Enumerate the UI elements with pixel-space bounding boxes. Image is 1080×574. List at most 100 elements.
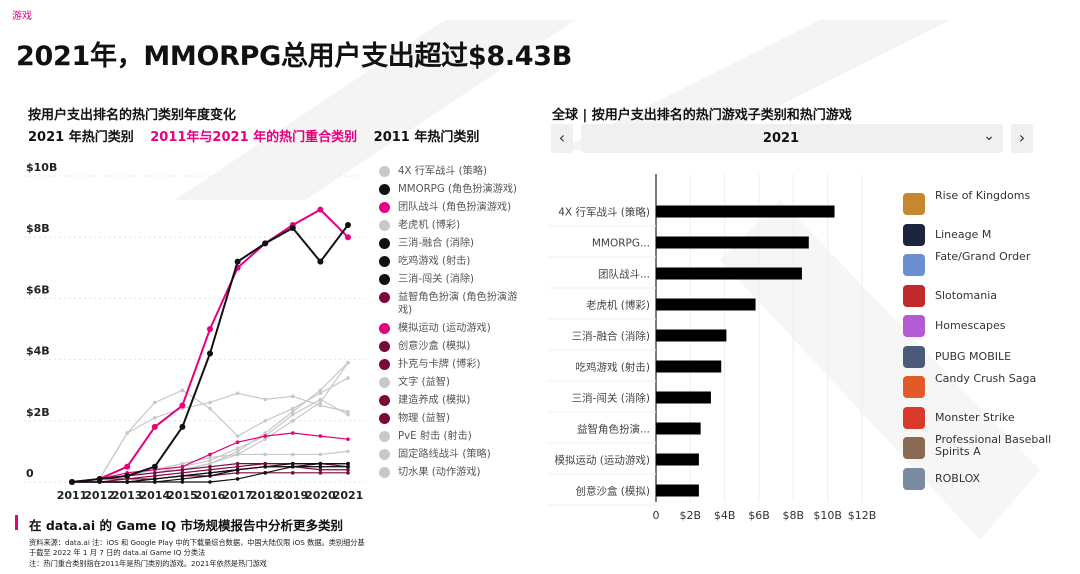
bar [656, 205, 835, 218]
series-point [263, 419, 268, 423]
series-point [291, 464, 295, 469]
legend-item: 文字 (益智) [378, 376, 528, 389]
page-title: 2021年，MMORPG总用户支出超过$8.43B [16, 41, 573, 72]
bar [656, 360, 722, 373]
legend-item: 切水果 (动作游戏) [378, 466, 528, 479]
series-point [346, 409, 350, 414]
series-point [346, 449, 350, 454]
series-point [318, 403, 323, 408]
legend-swatch [379, 449, 390, 460]
legend-label: 团队战斗 (角色扮演游戏) [398, 202, 512, 213]
series-point [124, 463, 131, 470]
legend-item: MMORPG (角色扮演游戏) [378, 183, 528, 196]
series-point [70, 480, 74, 484]
chevron-down-icon: ⌄ [983, 128, 995, 144]
x-tick-label: 2018 [250, 489, 281, 502]
series-point [263, 397, 268, 402]
candy-crush-saga-icon [903, 376, 925, 398]
series-point [318, 388, 323, 392]
series-point [180, 461, 185, 466]
legend-swatch [379, 359, 390, 370]
series-point [263, 461, 268, 466]
series-point [153, 471, 157, 475]
game-name: Monster Strike [935, 410, 1015, 424]
previous-year-button[interactable]: ‹ [551, 124, 573, 153]
category-label: 模拟运动 (运动游戏) [554, 454, 650, 467]
category-label: 益智角色扮演... [577, 423, 650, 436]
bar [656, 329, 727, 342]
legend-label: 模拟运动 (运动游戏) [398, 323, 491, 334]
x-tick-label: 2016 [195, 489, 226, 502]
legend-swatch [379, 377, 390, 388]
series-point [208, 480, 212, 484]
legend-swatch [379, 413, 390, 424]
next-year-button[interactable]: › [1011, 124, 1033, 153]
series-point [346, 464, 350, 469]
legend-swatch [379, 256, 390, 267]
x-tick-label: $8B [783, 509, 805, 522]
series-point [318, 391, 323, 396]
x-tick-label: 2019 [277, 489, 308, 502]
series-point [208, 467, 212, 472]
series-point [235, 440, 240, 445]
y-tick-label: $8B [26, 222, 50, 235]
category-label: 4X 行军战斗 (策略) [558, 206, 650, 219]
bar [656, 298, 756, 311]
source-note: 资料来源：data.ai 注：iOS 和 Google Play 中的下载量综合… [29, 538, 365, 557]
bar [656, 267, 802, 280]
series-point [207, 326, 213, 332]
series-point [235, 477, 240, 481]
bar [656, 391, 711, 404]
series-point [263, 431, 268, 435]
series-point [235, 391, 240, 396]
series-point [180, 388, 185, 392]
series-point [208, 406, 212, 411]
series-point [346, 412, 350, 417]
legend-item: 创意沙盒 (模拟) [378, 340, 528, 353]
y-tick-label: $6B [26, 283, 50, 296]
game-item: Slotomania [903, 284, 1073, 316]
series-point [263, 434, 268, 438]
series-point [180, 480, 185, 484]
roblox-icon [903, 467, 925, 490]
series-point [346, 376, 350, 380]
bar [656, 236, 809, 249]
top-games-list: Rise of Kingdoms Lineage M Fate/Grand Orde… [903, 190, 1073, 499]
series-point [235, 464, 240, 469]
legend-swatch [379, 274, 390, 285]
legend-top-2021: 2021 年热门类别 [28, 130, 134, 145]
x-tick-label: 2020 [305, 489, 336, 502]
slotomania-icon [903, 284, 925, 307]
y-tick-label: 0 [26, 467, 34, 480]
pubg-mobile-icon [903, 345, 925, 368]
y-tick-label: $4B [26, 345, 50, 358]
legend-item: PvE 射击 (射击) [378, 430, 528, 443]
category-label: 创意沙盒 (模拟) [575, 485, 650, 498]
year-select[interactable]: 2021 ⌄ [581, 124, 1003, 153]
game-name: Homescapes [935, 319, 1006, 332]
series-point [318, 471, 323, 475]
legend-label: 物理 (益智) [398, 413, 450, 424]
series-point [235, 471, 240, 475]
series-point [235, 449, 240, 454]
series-point [180, 471, 185, 475]
series-point [263, 464, 268, 469]
game-item: ROBLOX [903, 467, 1073, 499]
series-point [345, 234, 351, 241]
game-item: PUBG MOBILE [903, 345, 1073, 377]
series-point [153, 477, 157, 481]
series-point [208, 400, 212, 405]
series-point [208, 464, 212, 469]
series-point [346, 437, 350, 441]
series-point [291, 452, 295, 457]
series-point [153, 474, 157, 478]
series-point [235, 461, 240, 466]
legend-swatch [379, 341, 390, 352]
series-point [317, 206, 324, 213]
legend-item: 益智角色扮演 (角色扮演游戏) [378, 291, 528, 317]
series-point [291, 394, 295, 399]
homescapes-icon [903, 315, 925, 337]
series-point [235, 452, 240, 457]
legend-label: 三消-融合 (消除) [398, 238, 474, 249]
